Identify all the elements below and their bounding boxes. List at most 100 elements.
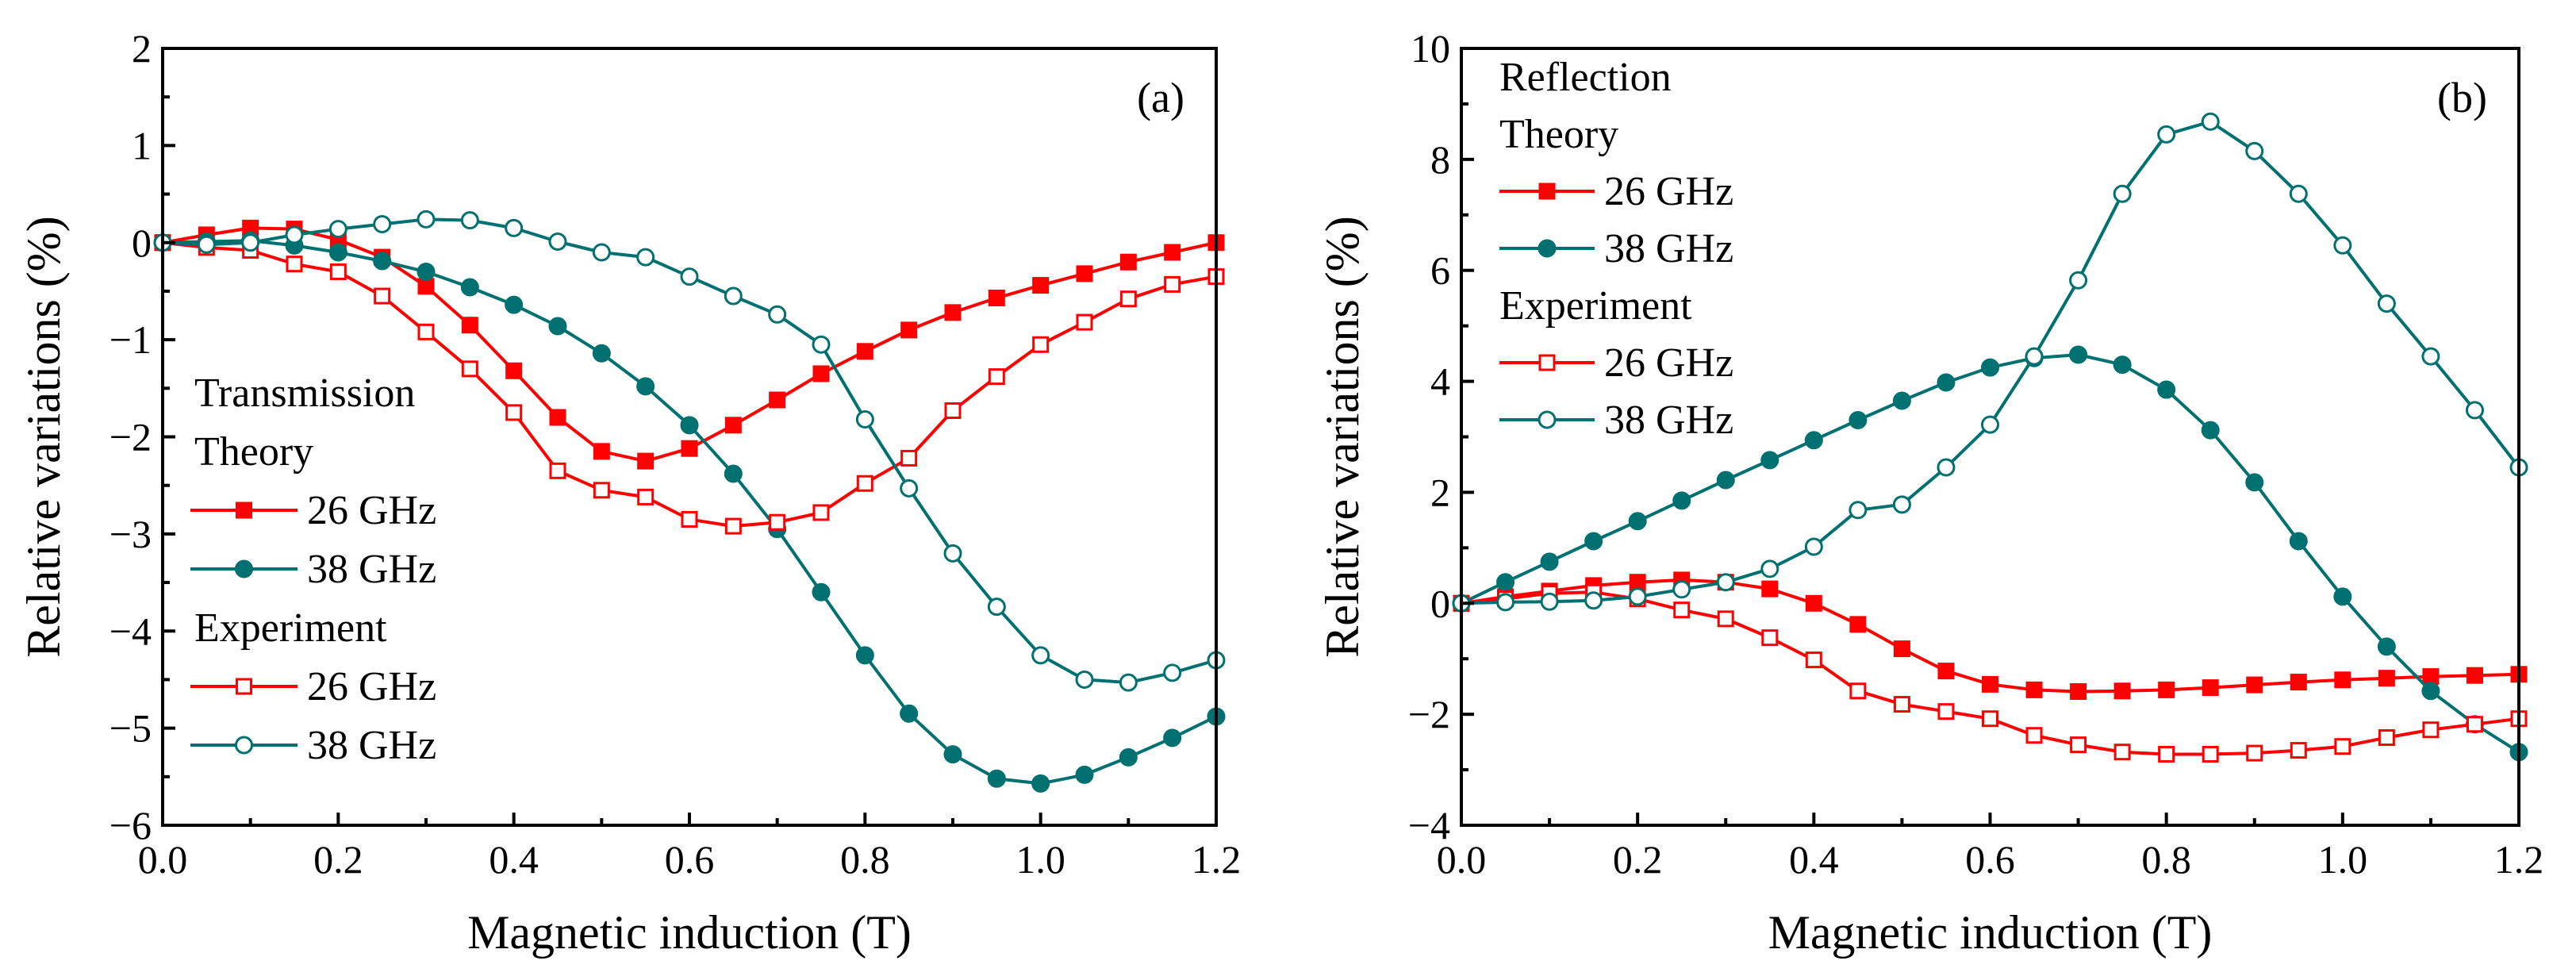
- data-point: [1032, 277, 1050, 294]
- data-point: [1673, 601, 1691, 619]
- data-point: [2069, 271, 2088, 290]
- data-point: [1163, 728, 1182, 747]
- data-point: [2025, 681, 2043, 698]
- series-experiment-26-ghz: [154, 234, 1225, 535]
- data-point: [548, 317, 567, 336]
- data-point: [2334, 738, 2351, 755]
- data-point: [2113, 682, 2131, 700]
- data-point: [1584, 532, 1603, 551]
- y-tick-label: −4: [109, 609, 152, 653]
- legend-marker: [236, 502, 252, 519]
- data-point: [637, 488, 655, 505]
- data-point: [2069, 345, 2088, 364]
- y-tick-label: 0: [1430, 581, 1450, 625]
- legend-entry: 38 GHz: [190, 547, 436, 592]
- data-point: [1893, 696, 1910, 713]
- data-point: [1760, 451, 1779, 470]
- data-point: [505, 218, 524, 237]
- data-point: [2465, 401, 2484, 420]
- data-point: [1717, 610, 1734, 628]
- legend-entry-label: 38 GHz: [1604, 226, 1733, 271]
- legend-title: Reflection: [1499, 55, 1672, 100]
- data-point: [2377, 637, 2396, 656]
- data-point: [1849, 501, 1868, 520]
- data-point: [1164, 244, 1181, 261]
- data-point: [593, 482, 610, 499]
- y-axis-title: Relative variations (%): [1316, 216, 1369, 657]
- data-point: [2113, 184, 2132, 203]
- legend-marker: [1538, 410, 1557, 429]
- data-point: [724, 286, 743, 306]
- data-point: [1804, 537, 1823, 556]
- data-point: [417, 209, 436, 229]
- data-point: [636, 377, 655, 396]
- legend-entry: 26 GHz: [1499, 169, 1733, 214]
- legend-marker: [1538, 183, 1556, 200]
- x-tick-label: 0.6: [665, 837, 715, 882]
- data-point: [812, 365, 830, 382]
- data-point: [812, 582, 831, 601]
- data-point: [1076, 265, 1093, 282]
- data-point: [417, 323, 435, 340]
- data-point: [768, 305, 787, 324]
- legend-marker: [1538, 354, 1556, 371]
- data-point: [724, 517, 742, 535]
- data-point: [943, 745, 962, 764]
- legend-entry-label: 38 GHz: [307, 723, 436, 768]
- data-point: [1937, 663, 1955, 680]
- data-point: [855, 409, 874, 429]
- data-point: [1761, 629, 1779, 647]
- data-point: [769, 391, 786, 409]
- data-point: [549, 462, 566, 479]
- data-point: [1075, 670, 1094, 689]
- data-point: [2157, 125, 2176, 144]
- data-point: [461, 317, 478, 334]
- data-point: [2466, 667, 2483, 684]
- data-point: [856, 343, 873, 360]
- y-tick-label: 6: [1430, 248, 1450, 293]
- data-point: [2070, 682, 2087, 700]
- data-point: [1805, 594, 1822, 612]
- y-tick-label: 4: [1430, 359, 1450, 404]
- data-point: [1892, 495, 1911, 514]
- data-point: [2422, 668, 2440, 686]
- data-point: [636, 248, 655, 267]
- data-point: [1761, 580, 1779, 598]
- legend-marker: [235, 736, 253, 755]
- data-point: [1672, 491, 1691, 510]
- data-point: [1164, 275, 1181, 293]
- data-point: [2290, 742, 2307, 759]
- data-point: [1716, 573, 1735, 592]
- legend-entry-label: 26 GHz: [307, 664, 436, 709]
- data-point: [2333, 587, 2352, 606]
- data-point: [2421, 682, 2440, 701]
- data-point: [1163, 663, 1182, 682]
- data-point: [944, 402, 962, 419]
- series-experiment-38-ghz: [1452, 112, 2528, 613]
- data-point: [2378, 670, 2395, 687]
- data-point: [549, 409, 566, 426]
- data-point: [2422, 721, 2440, 739]
- data-point: [724, 464, 743, 483]
- data-point: [2246, 676, 2263, 694]
- series-experiment-26-ghz: [1453, 583, 2528, 763]
- legend-group-label: Experiment: [194, 605, 387, 651]
- data-point: [1119, 673, 1138, 692]
- data-point: [197, 235, 216, 254]
- data-point: [241, 233, 260, 252]
- legend-group-label: Experiment: [1499, 283, 1692, 329]
- data-point: [944, 304, 962, 321]
- data-point: [2158, 745, 2175, 763]
- data-point: [329, 263, 347, 280]
- data-point: [900, 321, 918, 339]
- data-point: [2245, 473, 2264, 492]
- data-point: [1937, 458, 1956, 477]
- data-point: [2070, 736, 2087, 754]
- data-point: [1849, 411, 1868, 430]
- data-point: [1075, 765, 1094, 784]
- data-point: [1628, 512, 1647, 531]
- data-point: [900, 449, 918, 467]
- data-point: [1076, 313, 1093, 331]
- data-point: [681, 511, 698, 528]
- x-tick-label: 0.6: [1965, 837, 2015, 882]
